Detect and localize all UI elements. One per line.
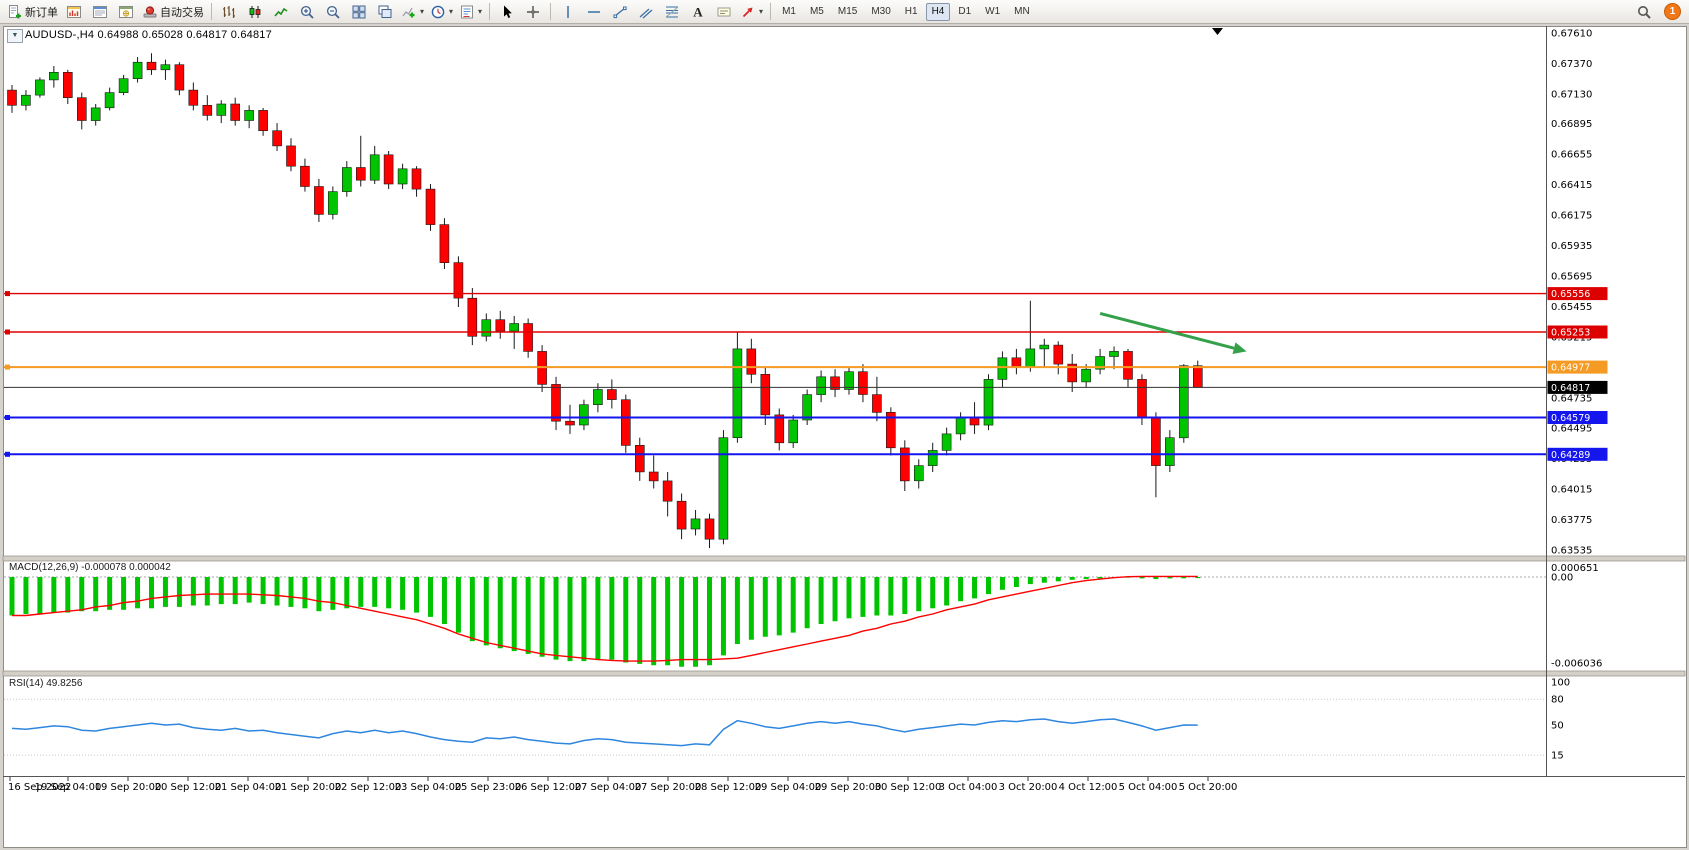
timeframe-button-m30[interactable]: M30 [871,5,891,17]
bar-chart-button[interactable] [216,1,242,23]
fibonacci-button[interactable] [659,1,685,23]
templates-button[interactable]: ▾ [456,1,485,23]
bar-chart-icon [223,5,235,18]
toolbar: 新订单 自动交易 ▾ ▾ ▾ A ▾ M1 M5 M15 M30 H1 H4 D1 W1 MN 1 [0,0,1689,24]
search-button[interactable] [1631,1,1657,23]
clock-icon [431,5,445,18]
zoom-in-icon [300,5,314,19]
text-icon: A [693,4,703,19]
zoom-in-button[interactable] [294,1,320,23]
toolbar-separator [770,3,772,20]
auto-trading-icon [143,5,157,17]
search-icon [1638,5,1651,19]
auto-trading-button-label: 自动交易 [160,6,204,19]
vertical-line-icon [567,5,569,18]
timeframe-button-m1[interactable]: M1 [782,5,796,17]
zoom-out-icon [326,5,340,19]
toolbar-right: 1 [1631,1,1685,23]
toolbar-left: 新订单 自动交易 ▾ ▾ ▾ A ▾ [4,1,775,23]
timeframe-button-d1[interactable]: D1 [958,5,972,17]
chevron-down-icon: ▾ [478,6,483,16]
timeframe-button-h1[interactable]: H1 [904,5,918,17]
new-order-button[interactable]: 新订单 [4,1,61,23]
cursor-icon [504,5,512,18]
channel-icon [639,8,653,18]
channel-button[interactable] [633,1,659,23]
fibonacci-icon [665,6,679,17]
arrow-shape-icon [742,7,753,17]
timeframe-button-m5[interactable]: M5 [809,5,824,17]
new-order-button-label: 新订单 [25,6,58,19]
market-watch-icon [67,5,81,18]
svg-text:A: A [693,4,703,19]
trendline-button[interactable] [607,1,633,23]
chevron-down-icon: ▾ [420,6,425,16]
new-order-icon [9,4,21,18]
line-chart-icon [274,7,288,17]
toolbar-separator [489,3,491,20]
candlestick-chart-button[interactable] [242,1,268,23]
horizontal-line-icon [588,10,601,13]
data-window-button[interactable] [87,1,113,23]
text-label-button[interactable] [711,1,737,23]
periods-button[interactable]: ▾ [427,1,456,23]
horizontal-line-button[interactable] [581,1,607,23]
timeframe-button-m15[interactable]: M15 [837,5,858,17]
chevron-down-icon: ▾ [449,6,454,16]
tile-windows-button[interactable] [346,1,372,23]
vertical-line-button[interactable] [555,1,581,23]
cascade-windows-icon [378,5,392,18]
text-button[interactable]: A [685,1,711,23]
indicators-icon [402,7,415,17]
one-click-trading-toggle[interactable]: ▼ [7,29,23,43]
notifications-badge[interactable]: 1 [1664,3,1681,20]
timeframe-button-mn[interactable]: MN [1014,5,1030,17]
chart-window[interactable] [3,26,1687,848]
indicators-button[interactable]: ▾ [398,1,427,23]
timeframe-button-h4[interactable]: H4 [925,2,951,21]
candlestick-icon [249,5,261,18]
crosshair-button[interactable] [520,1,546,23]
toolbar-separator [550,3,552,20]
data-window-icon [93,5,107,18]
cascade-windows-button[interactable] [372,1,398,23]
timeframe-toolbar: M1 M5 M15 M30 H1 H4 D1 W1 MN [775,2,1037,21]
text-label-icon [717,7,731,16]
zoom-out-button[interactable] [320,1,346,23]
navigator-button[interactable] [113,1,139,23]
market-watch-button[interactable] [61,1,87,23]
cursor-button[interactable] [494,1,520,23]
trendline-icon [613,6,627,18]
auto-trading-button[interactable]: 自动交易 [139,1,207,23]
tile-windows-icon [352,5,366,18]
navigator-icon [119,5,133,18]
chevron-down-icon: ▾ [759,6,764,16]
arrows-button[interactable]: ▾ [737,1,766,23]
crosshair-icon [527,5,540,18]
toolbar-separator [211,3,212,20]
template-icon [461,5,474,18]
line-chart-button[interactable] [268,1,294,23]
timeframe-button-w1[interactable]: W1 [985,5,1001,17]
chevron-down-icon: ▼ [11,32,19,39]
